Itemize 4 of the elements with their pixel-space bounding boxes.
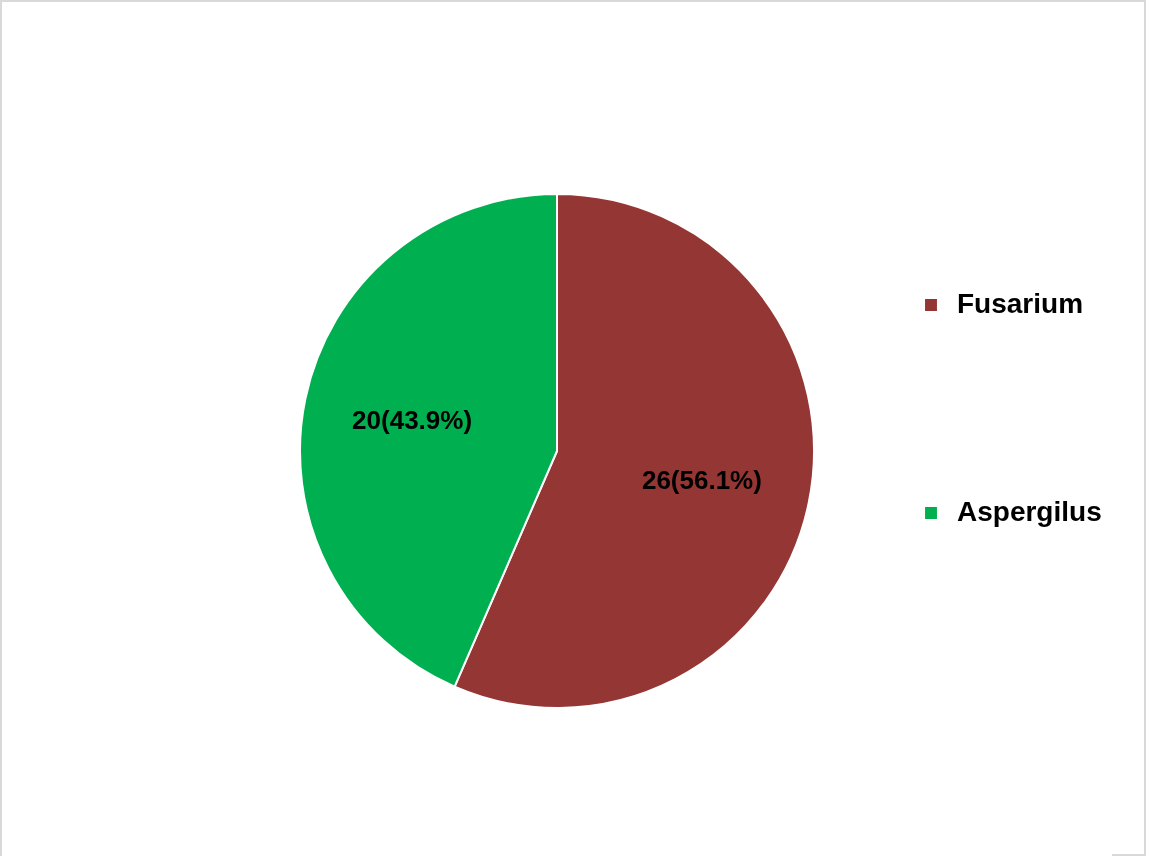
data-label: 20(43.9%)	[352, 404, 473, 435]
legend-label: Fusarium	[957, 288, 1084, 319]
legend-label: Aspergilus	[957, 496, 1102, 527]
data-label: 26(56.1%)	[641, 465, 762, 496]
